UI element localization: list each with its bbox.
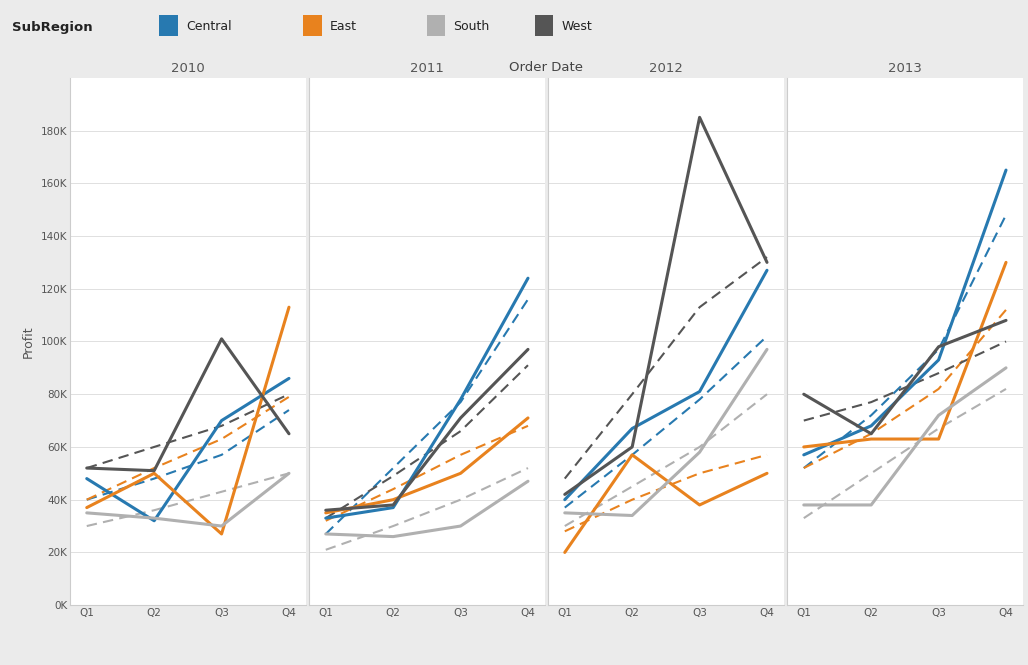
FancyBboxPatch shape [303,15,322,37]
FancyBboxPatch shape [535,15,553,37]
Title: 2012: 2012 [649,63,683,75]
Y-axis label: Profit: Profit [22,325,35,358]
Title: 2013: 2013 [888,63,922,75]
Text: West: West [561,20,592,33]
Text: East: East [330,20,357,33]
Text: Order Date: Order Date [510,61,583,74]
FancyBboxPatch shape [427,15,445,37]
Text: Central: Central [186,20,231,33]
Title: 2011: 2011 [410,63,444,75]
Text: South: South [453,20,489,33]
Text: SubRegion: SubRegion [12,21,93,34]
FancyBboxPatch shape [159,15,178,37]
Title: 2010: 2010 [171,63,205,75]
